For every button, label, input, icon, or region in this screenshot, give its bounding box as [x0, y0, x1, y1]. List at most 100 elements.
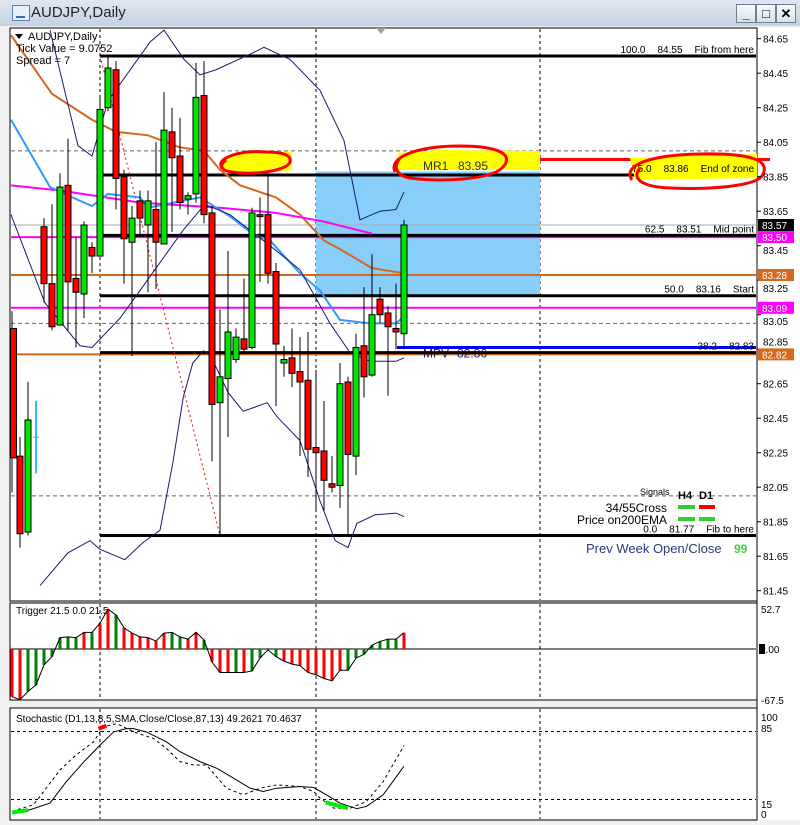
prev-week-value: 99 — [734, 542, 748, 556]
fib-level-label: 0.0 81.77 Fib to here — [643, 525, 754, 536]
fib-level-percent: 62.5 — [645, 224, 665, 235]
candle-bear — [16, 455, 24, 535]
candle-bull — [224, 331, 232, 380]
candle-bear — [48, 283, 56, 328]
fib-level-label: 38.2 82.83 — [698, 342, 755, 353]
price-tick-label: 84.25 — [763, 104, 788, 115]
window-title: AUDJPY,Daily — [31, 4, 126, 21]
spread-label: Spread = 7 — [16, 55, 70, 67]
candle-bear — [320, 450, 328, 481]
stoch-signal-mark — [11, 808, 29, 815]
price-tick-label: 81.45 — [763, 587, 788, 598]
minimize-button[interactable]: _ — [736, 4, 756, 23]
price-tick-label: 84.05 — [763, 138, 788, 149]
fib-level-name: Fib to here — [706, 525, 754, 536]
prev-week-open-close-label: Prev Week Open/Close — [586, 541, 722, 556]
stochastic-header: Stochastic (D1,13,8,5,SMA,Close/Close,87… — [16, 714, 302, 725]
candle-bull — [144, 200, 152, 226]
candle-bull — [80, 224, 88, 295]
candle-bull — [56, 186, 64, 326]
fib-level-label: 100.0 84.55 Fib from here — [620, 45, 754, 56]
candle-bull — [232, 336, 240, 361]
fib-level-percent: 38.2 — [698, 342, 718, 353]
price-label-box — [758, 219, 794, 231]
candle-bear — [168, 131, 176, 159]
candle-bear — [264, 214, 272, 274]
stoch-axis-15: 15 — [761, 800, 773, 811]
candle-bear — [344, 381, 352, 455]
signal-200ema-h4-indicator — [678, 517, 695, 521]
trigger-axis-zero: 0.00 — [760, 645, 780, 656]
price-tick-label: 82.85 — [763, 337, 788, 348]
price-tick-label: 84.65 — [763, 35, 788, 46]
tick-value-label: Tick Value = 9.0752 — [16, 43, 112, 55]
signal-34-55-h4-indicator — [678, 505, 695, 509]
candle-bear — [64, 184, 72, 283]
stochastic-panel[interactable] — [9, 707, 758, 821]
fib-level-name: Fib from here — [695, 45, 755, 56]
candle-bull — [280, 359, 288, 364]
candle-bear — [152, 208, 160, 243]
price-label-box — [758, 301, 794, 314]
fib-level-percent: 100.0 — [620, 45, 645, 56]
candle-bull — [104, 67, 112, 109]
candle-bear — [40, 226, 48, 285]
candle-bear — [120, 176, 128, 240]
fib-level-percent: 0.0 — [643, 525, 657, 536]
candle-bear — [208, 212, 216, 405]
symbol-label: AUDJPY,Daily — [28, 31, 98, 43]
trigger-panel[interactable] — [9, 602, 758, 701]
candle-bear — [176, 155, 184, 204]
trigger-header: Trigger 21.5 0.0 21.5 — [16, 606, 109, 617]
price-label: 82.82 — [762, 350, 787, 361]
fib-level-price: 83.51 — [676, 224, 701, 235]
candle-bear — [112, 69, 120, 179]
candle-bear — [136, 200, 144, 219]
price-tick-label: 84.45 — [763, 69, 788, 80]
candle-bear — [296, 371, 304, 383]
fib-level-price: 81.77 — [669, 525, 694, 536]
fib-level-price: 83.16 — [696, 285, 721, 296]
candle-bull — [400, 224, 408, 335]
stoch-axis-85: 85 — [761, 724, 773, 735]
fib-trendline — [99, 55, 221, 536]
price-label-box — [758, 231, 794, 244]
price-label: 83.09 — [762, 304, 787, 315]
fib-level-percent: 75.0 — [632, 164, 652, 175]
indicator-line — [10, 203, 405, 362]
candle-bear — [376, 298, 384, 316]
candle-bear — [312, 447, 320, 454]
price-label: 83.57 — [762, 221, 787, 232]
highlight-mark — [630, 154, 757, 180]
close-button[interactable]: ✕ — [776, 4, 796, 23]
indicator-line — [10, 119, 405, 325]
candle-bull — [192, 96, 200, 195]
price-tick-label: 82.25 — [763, 449, 788, 460]
fib-level-name: Start — [733, 285, 754, 296]
candle-bull — [128, 217, 136, 243]
candle-bull — [336, 383, 344, 486]
chart-shift-marker-icon[interactable] — [376, 28, 386, 34]
candle-bear — [72, 277, 80, 293]
price-label-box — [758, 269, 794, 282]
price-tick-label: 82.45 — [763, 414, 788, 425]
candle-bull — [96, 108, 104, 257]
stoch-signal-line — [11, 723, 405, 812]
price-tick-label: 83.05 — [763, 317, 788, 328]
signal-row-label: Price on200EMA — [577, 513, 667, 527]
signal-34-55-d1-indicator — [699, 505, 715, 509]
signal-row-label: 34/55Cross — [606, 501, 667, 515]
fib-level-name: End of zone — [701, 164, 755, 175]
stoch-signal-mark — [325, 800, 349, 811]
candle-bull — [160, 129, 168, 245]
candle-bear — [360, 345, 368, 378]
collapse-triangle-icon[interactable] — [15, 34, 23, 39]
fib-level-percent: 50.0 — [664, 285, 684, 296]
candle-bear — [256, 214, 264, 218]
candle-bull — [24, 419, 32, 533]
fib-level-price: 84.55 — [658, 45, 683, 56]
indicator-line — [39, 350, 405, 586]
candle-bull — [368, 314, 376, 376]
maximize-button[interactable]: □ — [756, 4, 776, 23]
